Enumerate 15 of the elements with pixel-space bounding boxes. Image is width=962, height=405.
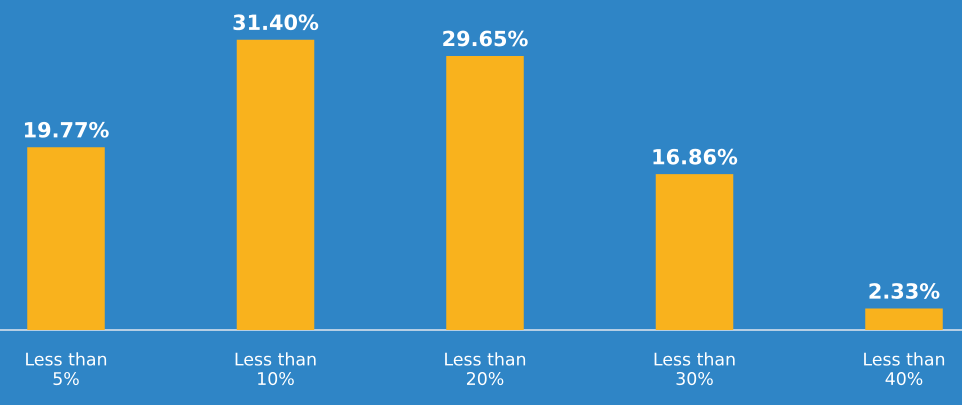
bar [865,308,943,330]
x-tick-label: Less than 30% [654,352,735,386]
bar [656,174,734,330]
x-tick-label: Less than 5% [26,352,106,386]
x-tick-label: Less than 20% [445,352,526,386]
x-tick-label: Less than 40% [864,352,944,386]
x-tick-label: Less than 10% [236,352,316,386]
bar [236,40,314,330]
bar [446,56,524,330]
data-label: 2.33% [870,283,940,299]
data-label: 19.77% [24,122,109,138]
data-label: 31.40% [234,14,318,30]
data-label: 29.65% [443,30,528,46]
data-label: 16.86% [653,148,738,165]
bar [27,147,105,330]
